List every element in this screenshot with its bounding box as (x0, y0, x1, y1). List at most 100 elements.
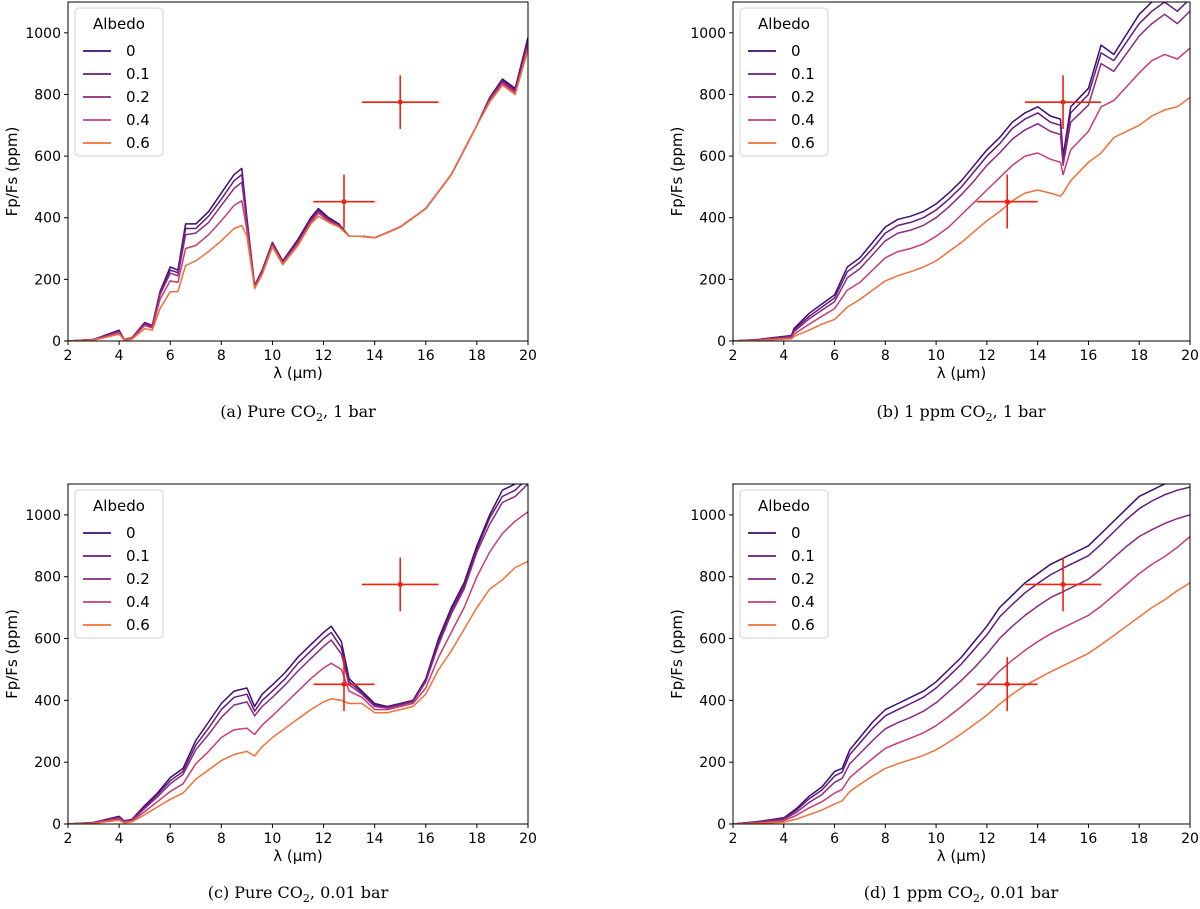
y-tick-label: 0 (717, 334, 726, 350)
legend-label-0.4: 0.4 (791, 593, 815, 611)
legend: Albedo 0 0.1 0.2 0.4 0.6 (739, 7, 829, 157)
legend: Albedo 0 0.1 0.2 0.4 0.6 (739, 489, 829, 639)
x-tick-label: 14 (1029, 831, 1047, 847)
y-axis-label: Fp/Fs (ppm) (668, 127, 686, 217)
legend-label-0.2: 0.2 (126, 570, 150, 588)
error-bar (313, 174, 375, 229)
y-tick-label: 200 (699, 272, 726, 288)
x-tick-label: 2 (729, 831, 738, 847)
axes-frame (67, 1, 529, 342)
series-line-0 (733, 484, 1167, 824)
legend-label-0.2: 0.2 (791, 88, 815, 106)
series-group (68, 37, 528, 341)
axes-frame (732, 1, 1191, 342)
x-tick-label: 12 (315, 348, 333, 364)
y-tick-label: 600 (34, 149, 61, 165)
series-line-0.2 (733, 514, 1190, 824)
legend-label-0.4: 0.4 (126, 593, 150, 611)
x-tick-label: 8 (217, 348, 226, 364)
x-tick-label: 10 (927, 348, 945, 364)
x-tick-label: 6 (830, 831, 839, 847)
legend-title: Albedo (758, 497, 810, 515)
x-tick-label: 14 (366, 831, 384, 847)
error-bar-point (1060, 99, 1066, 105)
legend-label-0: 0 (791, 42, 801, 60)
error-bar-point (341, 681, 347, 687)
y-tick-label: 400 (34, 211, 61, 227)
x-tick-label: 6 (166, 831, 175, 847)
series-line-0.6 (733, 96, 1190, 341)
legend-box (74, 489, 164, 639)
x-axis-label: λ (μm) (273, 847, 323, 865)
legend-label-0.2: 0.2 (126, 88, 150, 106)
legend-box (74, 7, 164, 157)
error-bar (313, 657, 375, 712)
legend-label-0.6: 0.6 (126, 134, 150, 152)
legend-label-0.1: 0.1 (126, 65, 150, 83)
axes-frame (67, 483, 529, 825)
legend-title: Albedo (758, 15, 810, 33)
y-tick-label: 1000 (25, 508, 61, 524)
error-bar (976, 657, 1038, 712)
x-tick-label: 10 (927, 831, 945, 847)
y-tick-label: 200 (34, 755, 61, 771)
series-line-0 (68, 484, 517, 824)
y-tick-label: 800 (699, 87, 726, 103)
error-bar-point (1060, 581, 1066, 587)
x-tick-label: 20 (1181, 348, 1199, 364)
series-group (68, 484, 528, 824)
series-line-0.1 (68, 484, 523, 824)
x-tick-label: 4 (779, 348, 788, 364)
x-tick-label: 18 (468, 348, 486, 364)
y-tick-label: 600 (699, 149, 726, 165)
x-tick-label: 8 (881, 831, 890, 847)
y-tick-label: 800 (699, 570, 726, 586)
x-axis-label: λ (μm) (937, 847, 987, 865)
x-tick-label: 18 (1130, 831, 1148, 847)
legend-label-0.4: 0.4 (126, 111, 150, 129)
legend-box (739, 489, 829, 639)
legend-label-0.1: 0.1 (791, 547, 815, 565)
caption-c: (c) Pure CO2, 0.01 bar (207, 883, 389, 906)
error-bar (361, 557, 439, 612)
x-tick-label: 18 (1130, 348, 1148, 364)
legend-label-0: 0 (126, 524, 136, 542)
x-tick-label: 4 (115, 831, 124, 847)
y-tick-label: 0 (52, 334, 61, 350)
y-axis-label: Fp/Fs (ppm) (3, 127, 21, 217)
y-axis-label: Fp/Fs (ppm) (668, 609, 686, 699)
x-tick-label: 20 (519, 348, 537, 364)
y-tick-label: 800 (34, 570, 61, 586)
y-tick-label: 200 (34, 272, 61, 288)
x-tick-label: 12 (315, 831, 333, 847)
series-line-0.6 (733, 582, 1190, 824)
caption-a: (a) Pure CO2, 1 bar (220, 402, 376, 425)
legend-label-0.6: 0.6 (791, 616, 815, 634)
error-bar (1024, 557, 1102, 612)
legend-label-0.1: 0.1 (791, 65, 815, 83)
series-line-0.1 (733, 486, 1190, 824)
legend-title: Albedo (93, 497, 145, 515)
series-line-0.1 (733, 2, 1188, 341)
x-tick-label: 16 (417, 831, 435, 847)
series-line-0.6 (68, 560, 528, 824)
legend-box (739, 7, 829, 157)
x-tick-label: 16 (1080, 831, 1098, 847)
series-line-0.2 (733, 10, 1190, 341)
x-tick-label: 2 (729, 348, 738, 364)
series-line-0.4 (733, 47, 1190, 341)
y-tick-label: 400 (34, 693, 61, 709)
x-tick-label: 18 (468, 831, 486, 847)
legend-title: Albedo (93, 15, 145, 33)
legend-label-0.1: 0.1 (126, 547, 150, 565)
legend-label-0.2: 0.2 (791, 570, 815, 588)
series-line-0.2 (68, 484, 528, 824)
x-axis-label: λ (μm) (937, 364, 987, 382)
error-bar-point (1004, 199, 1010, 205)
x-tick-label: 2 (64, 348, 73, 364)
